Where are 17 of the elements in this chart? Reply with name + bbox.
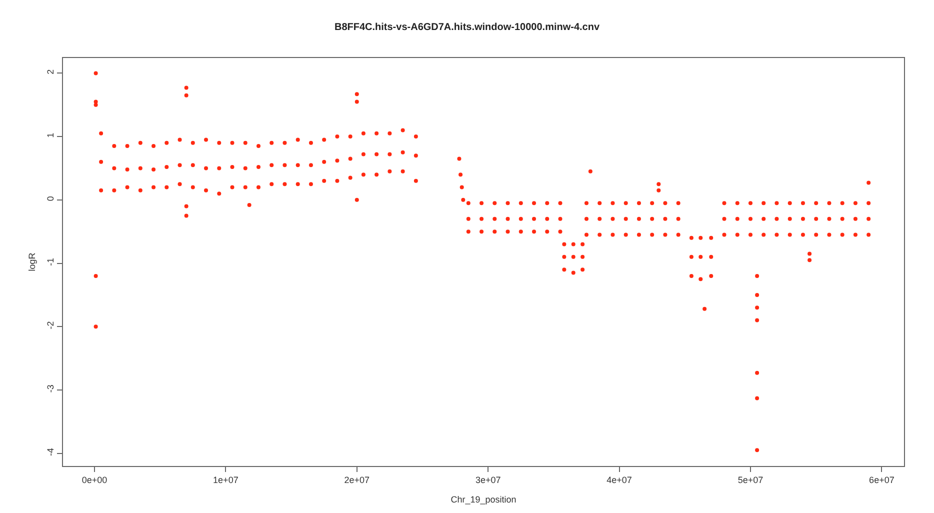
x-tick-label: 3e+07 (475, 474, 501, 485)
x-tick-label: 1e+07 (213, 474, 238, 485)
y-tick-label: -2 (45, 321, 56, 330)
y-tick-label: -3 (45, 384, 56, 393)
chart-title: B8FF4C.hits-vs-A6GD7A.hits.window-10000.minw-4.cnv (334, 22, 600, 34)
x-tick-label: 4e+07 (606, 474, 632, 485)
y-tick-label: 0 (45, 196, 56, 202)
x-tick-label: 5e+07 (738, 474, 764, 485)
y-tick-label: 2 (45, 69, 56, 74)
y-tick-label: 1 (45, 132, 56, 138)
x-tick-label: 6e+07 (869, 474, 894, 485)
x-tick-label: 2e+07 (344, 474, 370, 485)
y-axis-title: logR (26, 252, 37, 272)
x-tick-label: 0e+00 (82, 474, 108, 485)
x-axis-title: Chr_19_position (450, 494, 516, 505)
y-tick-label: -1 (45, 258, 56, 266)
y-tick-label: -4 (45, 448, 56, 456)
